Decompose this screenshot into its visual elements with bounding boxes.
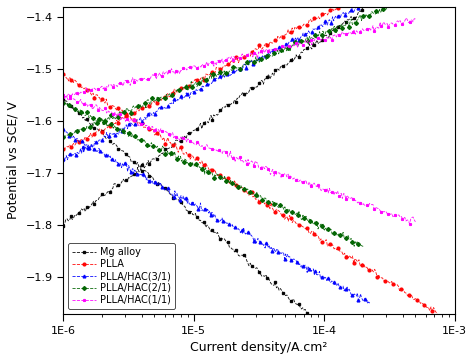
PLLA: [60, 72, 66, 76]
Mg alloy: [220, 237, 226, 241]
PLLA/HAC(1/1): [358, 200, 364, 205]
PLLA/HAC(1/1): [61, 92, 67, 96]
PLLA/HAC(3/1): [248, 232, 254, 237]
PLLA/HAC(2/1): [314, 222, 320, 227]
PLLA/HAC(3/1): [60, 127, 66, 132]
PLLA/HAC(1/1): [277, 171, 283, 175]
PLLA/HAC(1/1): [271, 174, 277, 178]
PLLA: [77, 84, 83, 88]
Legend: Mg alloy, PLLA, PLLA/HAC(3/1), PLLA/HAC(2/1), PLLA/HAC(1/1): Mg alloy, PLLA, PLLA/HAC(3/1), PLLA/HAC(…: [68, 243, 175, 309]
PLLA/HAC(2/1): [360, 244, 366, 248]
PLLA/HAC(3/1): [242, 230, 247, 235]
Line: Mg alloy: Mg alloy: [62, 97, 308, 314]
Y-axis label: Potential vs SCE/ V: Potential vs SCE/ V: [7, 101, 20, 219]
PLLA/HAC(1/1): [412, 219, 418, 224]
PLLA/HAC(2/1): [245, 187, 251, 191]
PLLA: [238, 185, 244, 189]
PLLA/HAC(3/1): [367, 301, 373, 305]
PLLA: [271, 209, 277, 213]
Line: PLLA/HAC(2/1): PLLA/HAC(2/1): [62, 101, 365, 248]
PLLA/HAC(1/1): [60, 95, 66, 99]
PLLA/HAC(2/1): [63, 101, 69, 105]
PLLA/HAC(2/1): [60, 101, 66, 105]
PLLA/HAC(2/1): [240, 187, 246, 192]
Mg alloy: [112, 142, 118, 147]
Line: PLLA: PLLA: [62, 73, 439, 316]
Mg alloy: [304, 310, 310, 315]
PLLA: [433, 310, 439, 315]
PLLA/HAC(1/1): [63, 95, 68, 99]
PLLA/HAC(3/1): [338, 286, 344, 290]
PLLA/HAC(2/1): [333, 232, 339, 237]
Mg alloy: [69, 106, 75, 110]
Mg alloy: [60, 97, 66, 101]
PLLA/HAC(3/1): [365, 301, 371, 306]
PLLA: [140, 125, 146, 129]
Line: PLLA/HAC(1/1): PLLA/HAC(1/1): [62, 93, 417, 225]
PLLA: [435, 312, 440, 316]
PLLA/HAC(1/1): [381, 210, 386, 214]
PLLA/HAC(3/1): [243, 232, 248, 236]
Mg alloy: [256, 270, 262, 274]
PLLA/HAC(2/1): [61, 102, 67, 106]
Mg alloy: [178, 200, 184, 204]
PLLA/HAC(3/1): [61, 130, 67, 134]
PLLA/HAC(3/1): [319, 275, 324, 279]
Line: PLLA/HAC(3/1): PLLA/HAC(3/1): [62, 128, 371, 305]
PLLA/HAC(2/1): [239, 186, 245, 190]
PLLA/HAC(1/1): [270, 167, 276, 171]
PLLA/HAC(1/1): [407, 222, 412, 226]
Mg alloy: [259, 274, 265, 279]
X-axis label: Current density/A.cm²: Current density/A.cm²: [190, 341, 328, 354]
PLLA: [173, 141, 179, 145]
